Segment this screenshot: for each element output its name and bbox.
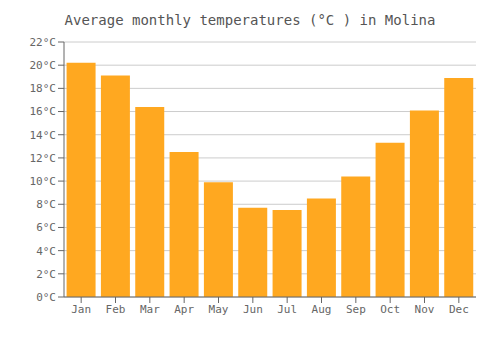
svg-text:0°C: 0°C	[36, 291, 56, 304]
svg-text:Oct: Oct	[380, 303, 400, 316]
svg-text:Nov: Nov	[415, 303, 435, 316]
svg-text:2°C: 2°C	[36, 268, 56, 281]
svg-text:16°C: 16°C	[30, 105, 57, 118]
svg-text:Jun: Jun	[243, 303, 263, 316]
svg-text:Sep: Sep	[346, 303, 366, 316]
svg-text:Apr: Apr	[174, 303, 194, 316]
svg-text:Jul: Jul	[277, 303, 297, 316]
svg-text:20°C: 20°C	[30, 59, 57, 72]
svg-text:4°C: 4°C	[36, 245, 56, 258]
svg-text:Mar: Mar	[140, 303, 160, 316]
html-text:Average monthly temperatures (: Average monthly temperatures (°C ) in Mo…	[64, 12, 436, 28]
svg-text:Aug: Aug	[312, 303, 332, 316]
svg-text:22°C: 22°C	[30, 36, 57, 49]
svg-text:18°C: 18°C	[30, 82, 57, 95]
svg-text:14°C: 14°C	[30, 129, 57, 142]
svg-text:12°C: 12°C	[30, 152, 57, 165]
svg-text:May: May	[209, 303, 229, 316]
svg-text:8°C: 8°C	[36, 198, 56, 211]
svg-text:10°C: 10°C	[30, 175, 57, 188]
svg-text:6°C: 6°C	[36, 221, 56, 234]
svg-text:Jan: Jan	[71, 303, 91, 316]
svg-text:Feb: Feb	[106, 303, 126, 316]
svg-text:Dec: Dec	[449, 303, 469, 316]
